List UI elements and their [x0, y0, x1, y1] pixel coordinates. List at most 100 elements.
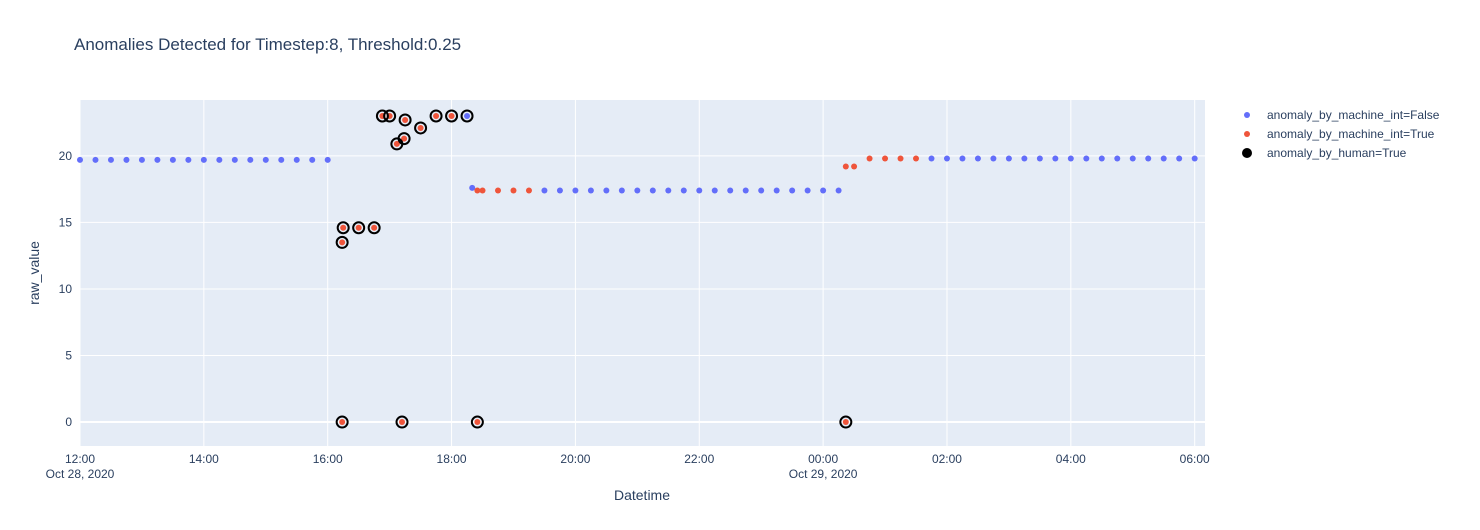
data-point [336, 221, 350, 235]
data-point [340, 224, 347, 231]
data-point [556, 187, 563, 194]
data-point [169, 156, 176, 163]
data-point [460, 109, 474, 123]
data-point [200, 156, 207, 163]
data-point [309, 156, 316, 163]
data-point [355, 224, 362, 231]
data-point [727, 187, 734, 194]
data-point [383, 109, 397, 123]
data-point [1083, 155, 1090, 162]
data-point [474, 419, 481, 426]
legend-marker [1242, 148, 1252, 158]
data-point [680, 187, 687, 194]
data-point [758, 187, 765, 194]
data-point [510, 187, 517, 194]
data-point [278, 156, 285, 163]
data-point [1191, 155, 1198, 162]
data-point [959, 155, 966, 162]
data-point [1176, 155, 1183, 162]
y-tick-label: 15 [59, 215, 73, 229]
data-point [804, 187, 811, 194]
x-tick-label: 00:00 [808, 452, 838, 466]
x-tick-label: 14:00 [189, 452, 219, 466]
data-point [990, 155, 997, 162]
data-point [882, 155, 889, 162]
data-point [371, 224, 378, 231]
data-point [107, 156, 114, 163]
data-point [839, 415, 853, 429]
data-point [335, 235, 349, 249]
data-point [1114, 155, 1121, 162]
data-point [393, 140, 400, 147]
data-point [414, 121, 428, 135]
legend-item: anomaly_by_machine_int=True [1244, 127, 1435, 141]
y-tick-label: 20 [59, 149, 73, 163]
data-point [495, 187, 502, 194]
data-point [1145, 155, 1152, 162]
data-point [231, 156, 238, 163]
data-point [525, 187, 532, 194]
data-point [77, 156, 83, 163]
y-tick-label: 10 [59, 282, 73, 296]
legend-item: anomaly_by_machine_int=False [1244, 108, 1440, 122]
data-point [474, 187, 481, 194]
data-point [1067, 155, 1074, 162]
data-point [665, 187, 672, 194]
data-point [470, 415, 484, 429]
data-point [445, 109, 459, 123]
data-point [293, 156, 300, 163]
data-point [928, 155, 935, 162]
data-point [247, 156, 254, 163]
x-tick-label: 16:00 [313, 452, 343, 466]
legend-label: anomaly_by_human=True [1267, 146, 1407, 160]
data-point [154, 156, 161, 163]
x-tick-label: 18:00 [437, 452, 467, 466]
x-tick-label: 06:00 [1180, 452, 1210, 466]
data-point [262, 156, 269, 163]
data-point [1129, 155, 1136, 162]
y-axis-title: raw_value [26, 241, 42, 305]
data-point [367, 221, 381, 235]
data-point [1005, 155, 1012, 162]
data-point [618, 187, 625, 194]
data-point [417, 124, 424, 131]
legend: anomaly_by_machine_int=False anomaly_by_m… [1242, 108, 1440, 160]
data-point [479, 187, 486, 194]
data-point [401, 135, 408, 142]
data-point [138, 156, 145, 163]
data-point [649, 187, 656, 194]
x-tick-label: 12:00 [65, 452, 95, 466]
data-point [1021, 155, 1028, 162]
legend-marker [1244, 112, 1250, 118]
data-point [339, 419, 346, 426]
data-point [324, 156, 331, 163]
series-3 [335, 109, 853, 429]
data-marks [77, 109, 1198, 429]
data-point [897, 155, 904, 162]
data-point [335, 415, 349, 429]
legend-marker [1244, 131, 1250, 137]
data-point [375, 109, 389, 123]
data-point [587, 187, 594, 194]
x-tick-label: 22:00 [684, 452, 714, 466]
x-tick-label: 02:00 [932, 452, 962, 466]
data-point [866, 155, 873, 162]
data-point [1052, 155, 1059, 162]
data-point [429, 109, 443, 123]
data-point [1036, 155, 1043, 162]
data-point [92, 156, 99, 163]
y-tick-label: 5 [65, 349, 72, 363]
data-point [339, 239, 346, 246]
data-point [448, 112, 455, 119]
y-tick-label: 0 [65, 415, 72, 429]
data-point [634, 187, 641, 194]
plot-area [80, 100, 1205, 446]
data-point [974, 155, 981, 162]
legend-label: anomaly_by_machine_int=True [1267, 127, 1435, 141]
x-axis-title: Datetime [614, 487, 670, 503]
data-point [397, 132, 411, 146]
data-point [603, 187, 610, 194]
